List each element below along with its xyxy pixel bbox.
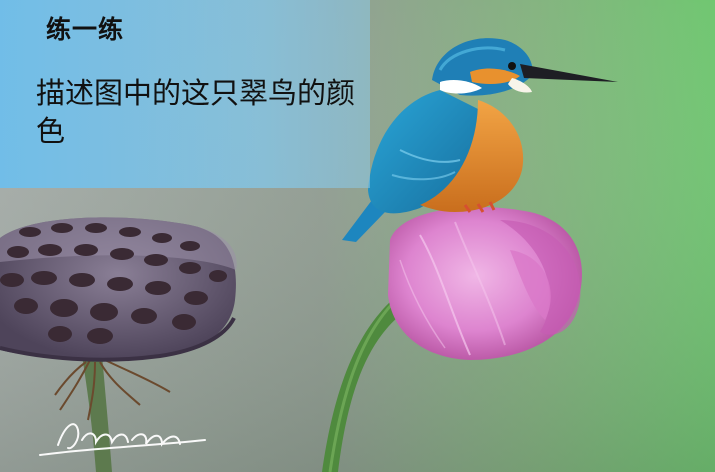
- question-prompt: 描述图中的这只翠鸟的颜色: [36, 76, 356, 148]
- lotus-pod: [0, 217, 237, 362]
- title-panel: 练一练 描述图中的这只翠鸟的颜色: [0, 0, 370, 188]
- signature: [39, 423, 206, 456]
- flower-stem: [322, 300, 404, 472]
- lotus-bud: [388, 207, 582, 360]
- kingfisher-bird: [342, 38, 618, 242]
- slide-heading: 练一练: [46, 15, 125, 44]
- pod-roots: [54, 359, 171, 421]
